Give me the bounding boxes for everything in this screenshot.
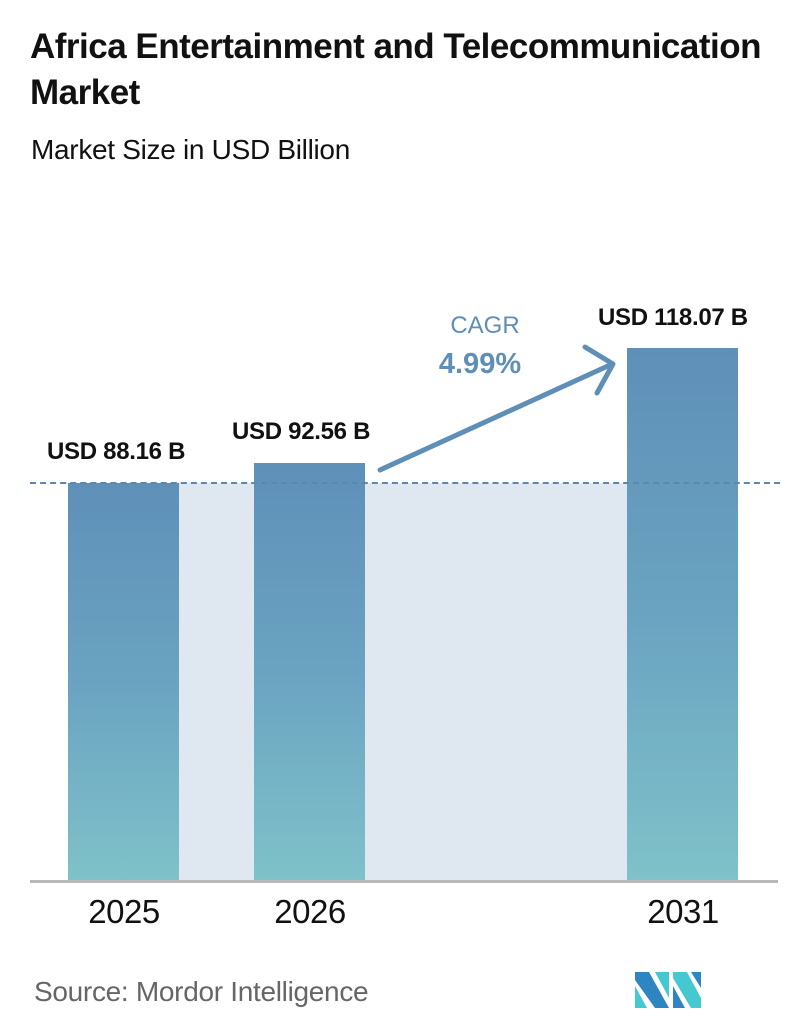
bar-value-label-2025: USD 88.16 B xyxy=(47,438,186,465)
mordor-intelligence-logo-icon xyxy=(635,972,701,1008)
bar-2031 xyxy=(627,348,738,882)
bar-value-label-2031: USD 118.07 B xyxy=(598,304,748,331)
reference-dashed-line xyxy=(30,482,780,484)
bar-value-label-2026: USD 92.56 B xyxy=(232,418,371,445)
baseline-band xyxy=(68,483,738,882)
bar-2026 xyxy=(254,463,365,882)
x-tick-2031: 2031 xyxy=(647,893,719,930)
x-tick-2025: 2025 xyxy=(88,893,160,930)
cagr-label: CAGR xyxy=(450,312,520,339)
bar-2025 xyxy=(68,483,179,882)
source-text: Source: Mordor Intelligence xyxy=(34,976,369,1007)
chart-title: Africa Entertainment and Telecommunicati… xyxy=(30,27,762,112)
chart-subtitle: Market Size in USD Billion xyxy=(31,134,350,165)
cagr-value: 4.99% xyxy=(438,348,522,380)
x-tick-2026: 2026 xyxy=(274,893,346,930)
x-axis-line xyxy=(30,880,778,883)
